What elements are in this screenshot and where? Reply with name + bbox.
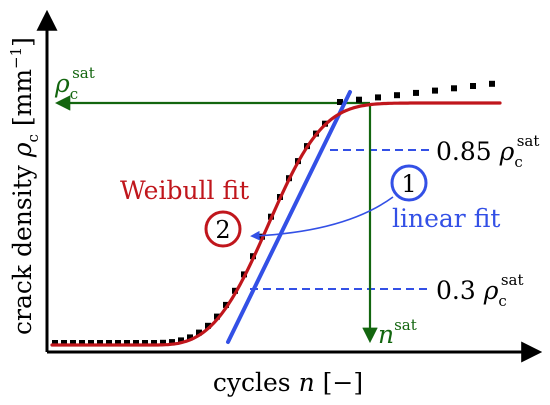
linear-fit-marker-number: 1 <box>401 170 416 198</box>
level-03-symbol: ρ <box>483 276 499 305</box>
y-axis-label: crack density ρc [mm−1] <box>7 37 42 335</box>
linear-fit-marker-circle <box>390 164 428 202</box>
weibull-fit-marker-number: 2 <box>215 216 230 244</box>
n-sat-superscript: sat <box>394 316 417 334</box>
weibull-fit-marker-circle <box>204 210 242 248</box>
data-point <box>79 340 85 346</box>
linear-fit-line <box>226 90 352 344</box>
rho-sat-subscript: c <box>70 85 78 103</box>
data-point <box>52 340 58 346</box>
y-axis-label-unit-open: [mm <box>8 69 37 134</box>
level-03-superscript: sat <box>501 271 524 289</box>
data-point <box>160 339 166 346</box>
y-axis-label-unit-exponent: −1 <box>7 47 25 69</box>
data-point <box>178 337 184 344</box>
rho-sat-superscript: sat <box>72 64 95 82</box>
y-axis-label-text: crack density <box>8 157 37 335</box>
data-point <box>124 340 130 346</box>
level-085-label: 0.85 ρc sat <box>436 132 539 171</box>
data-point <box>151 340 157 346</box>
rho-sat-symbol: ρ <box>54 69 70 98</box>
n-sat-symbol: n <box>378 320 394 349</box>
data-point <box>489 80 495 87</box>
weibull-fit-label: Weibull fit <box>120 176 249 205</box>
data-point <box>205 322 211 329</box>
data-point <box>451 85 457 92</box>
data-point <box>356 96 362 103</box>
level-085-value: 0.85 <box>436 137 500 166</box>
weibull-fit-curve <box>50 101 502 347</box>
data-point <box>97 340 103 346</box>
data-point <box>375 94 381 101</box>
level-085-symbol: ρ <box>499 137 515 166</box>
x-axis-label-text: cycles <box>213 368 299 397</box>
level-03-label: 0.3 ρc sat <box>436 271 524 310</box>
data-point <box>70 340 76 346</box>
x-axis-label: cycles n [−] <box>213 368 363 397</box>
data-point <box>187 334 193 341</box>
data-point <box>61 340 67 346</box>
level-085-superscript: sat <box>517 132 540 150</box>
linear-fit-label: linear fit <box>392 204 500 233</box>
data-point <box>413 89 419 96</box>
data-point <box>214 313 220 320</box>
x-axis-label-unit: [−] <box>315 368 363 397</box>
rho-sat-label: ρc sat <box>54 64 95 103</box>
level-03-value: 0.3 <box>436 276 484 305</box>
n-sat-label: nsat <box>378 316 417 349</box>
y-axis-label-variable: ρ <box>8 142 37 158</box>
data-point <box>115 340 121 346</box>
data-point <box>88 340 94 346</box>
y-axis-label-unit-close: ] <box>8 37 37 47</box>
callout-arrow <box>250 196 394 241</box>
data-point <box>470 83 476 89</box>
level-085-subscript: c <box>514 153 522 171</box>
data-point <box>106 340 112 346</box>
data-point <box>337 99 343 105</box>
data-point <box>432 87 438 94</box>
data-point <box>196 329 202 336</box>
data-point <box>142 340 148 346</box>
level-03-subscript: c <box>498 292 506 310</box>
data-point <box>223 301 229 308</box>
data-point <box>133 340 139 346</box>
y-axis-label-subscript: c <box>24 134 42 142</box>
data-point <box>394 92 400 99</box>
x-axis-label-variable: n <box>299 368 315 397</box>
data-point <box>169 339 175 346</box>
